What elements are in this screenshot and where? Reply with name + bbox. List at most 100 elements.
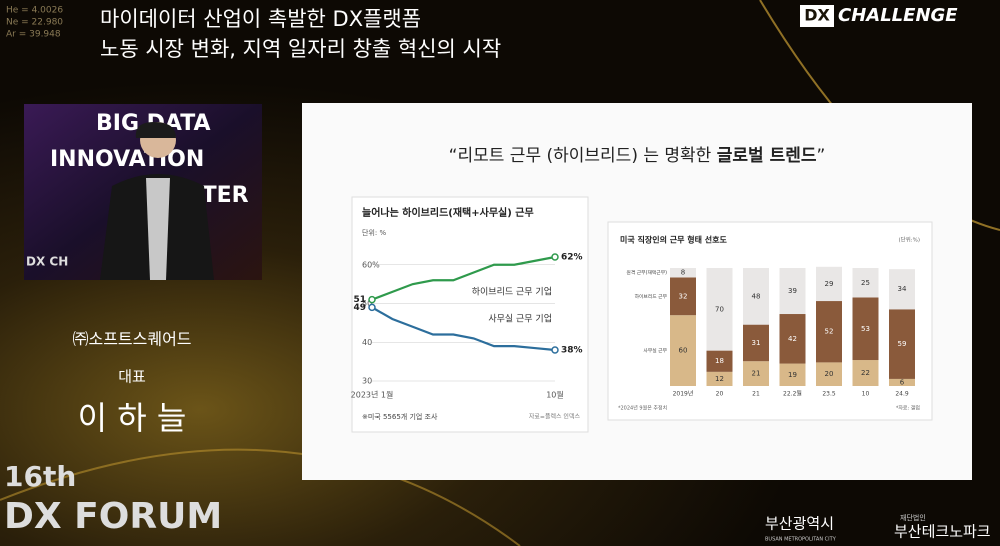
- bar-segment: [816, 362, 842, 386]
- bar-segment: [743, 361, 769, 386]
- y-tick-label: 60%: [362, 260, 380, 269]
- legend-label: 사무실 근무: [643, 347, 667, 354]
- point: [368, 303, 376, 312]
- bar-segment: [706, 350, 733, 372]
- bar-segment: [670, 277, 696, 316]
- x-tick-label: 2023년 1월: [351, 390, 394, 400]
- value-label: 29: [825, 280, 834, 288]
- forum-edition: 16th: [4, 460, 76, 493]
- value-label: 20: [825, 370, 834, 378]
- stage-screen-text: INNOVATION: [50, 147, 204, 172]
- forum-name: DX FORUM: [4, 496, 222, 537]
- speaker-company: ㈜소프트스퀘어드: [72, 330, 191, 349]
- chart-title: 미국 직장인의 근무 형태 선호도: [620, 235, 727, 245]
- chart-note: ※미국 5565개 기업 조사: [362, 412, 438, 421]
- y-tick-label: 40: [362, 338, 372, 347]
- value-label: 60: [679, 347, 688, 355]
- sponsor-city-en: BUSAN METROPOLITAN CITY: [765, 537, 837, 543]
- bar-segment: [743, 268, 769, 325]
- overlay-text: He = 4.0026: [6, 6, 63, 16]
- legend-label: 원격 근무(재택근무): [626, 269, 667, 276]
- value-label: 53: [861, 325, 870, 333]
- chart-note: *2024년 9월은 추정치: [618, 405, 667, 412]
- x-tick-label: 24.9: [895, 391, 909, 398]
- bar-segment: [852, 268, 879, 298]
- badge-text: CHALLENGE: [838, 5, 958, 26]
- bar-segment: [852, 360, 879, 386]
- speaker-role: 대표: [118, 368, 146, 386]
- value-label: 19: [788, 371, 797, 379]
- value-label: 12: [715, 375, 724, 383]
- value-label: 21: [752, 370, 761, 378]
- value-label: 48: [752, 292, 761, 300]
- point: [551, 253, 559, 261]
- point: [368, 295, 376, 304]
- value-label: 6: [900, 378, 905, 386]
- line-chart-card: [351, 196, 589, 433]
- bar-segment: [706, 268, 733, 351]
- sponsor-org: 부산테크노파크: [894, 523, 991, 541]
- speaker-hair: [135, 122, 176, 138]
- x-tick-label: 22.2월: [783, 390, 802, 398]
- chart-unit: (단위:%): [899, 236, 921, 244]
- speaker-name: 이 하 늘: [78, 399, 187, 437]
- badge-box: [800, 5, 834, 27]
- quote-bold: 글로벌 트렌드: [717, 146, 817, 166]
- value-label: 51: [353, 295, 366, 305]
- value-label: 31: [752, 339, 761, 347]
- x-tick-label: 23.5: [822, 391, 836, 398]
- bar-segment: [779, 314, 806, 364]
- chart-source: *자료: 갤럽: [896, 405, 920, 412]
- legend-label: 하이브리드 근무: [635, 293, 668, 300]
- value-label: 25: [861, 279, 870, 287]
- bar-segment: [816, 266, 842, 302]
- value-label: 32: [679, 292, 688, 300]
- overlay-text: Ne = 22.980: [6, 18, 63, 28]
- x-tick-label: 10: [862, 391, 870, 398]
- stage-banner: DX CH: [26, 255, 68, 269]
- badge: DX: [804, 6, 830, 25]
- value-label: 52: [825, 328, 834, 336]
- bar-segment: [816, 301, 842, 363]
- value-label: 8: [681, 269, 685, 277]
- bar-segment: [779, 363, 806, 386]
- value-label: 22: [861, 369, 870, 377]
- gold-arc: [0, 448, 521, 546]
- header-title: 노동 시장 변화, 지역 일자리 창출 혁신의 시작: [100, 37, 501, 61]
- x-tick-label: 2019년: [673, 390, 694, 398]
- slide-quote: “리모트 근무 (하이브리드) 는 명확한 글로벌 트렌드”: [449, 146, 826, 166]
- value-label: 70: [715, 305, 724, 313]
- quote-end: ”: [817, 146, 826, 166]
- chart-source: 자료=플렉스 인덱스: [529, 413, 581, 421]
- value-label: 38%: [561, 346, 583, 356]
- bar-segment: [889, 309, 915, 379]
- header-title: 마이데이터 산업이 촉발한 DX플랫폼: [100, 7, 421, 31]
- bar-segment: [779, 268, 806, 315]
- line-series: [371, 255, 556, 301]
- value-label: 34: [898, 285, 907, 293]
- bar-segment: [670, 315, 696, 386]
- value-label: 18: [715, 357, 724, 365]
- bar-segment: [889, 269, 915, 310]
- line-series: [371, 306, 556, 352]
- value-label: 62%: [561, 253, 583, 263]
- sponsor-city: 부산광역시: [765, 515, 834, 533]
- x-tick-label: 21: [752, 391, 760, 398]
- bar-segment: [743, 324, 769, 362]
- value-label: 42: [788, 335, 797, 343]
- x-tick-label: 10월: [546, 390, 564, 400]
- value-label: 59: [898, 340, 907, 348]
- bar-segment: [706, 371, 733, 386]
- overlay-text: Ar = 39.948: [6, 30, 61, 40]
- chart-unit: 단위: %: [362, 228, 386, 237]
- bar-chart-card: [607, 221, 933, 421]
- chart-title: 늘어나는 하이브리드(재택+사무실) 근무: [362, 206, 534, 219]
- bar-segment: [889, 378, 915, 386]
- y-tick-label: 30: [362, 377, 372, 386]
- value-label: 39: [788, 287, 797, 295]
- x-tick-label: 20: [716, 391, 724, 398]
- point: [551, 346, 559, 354]
- bar-segment: [852, 297, 879, 361]
- series-label: 하이브리드 근무 기업: [472, 287, 552, 298]
